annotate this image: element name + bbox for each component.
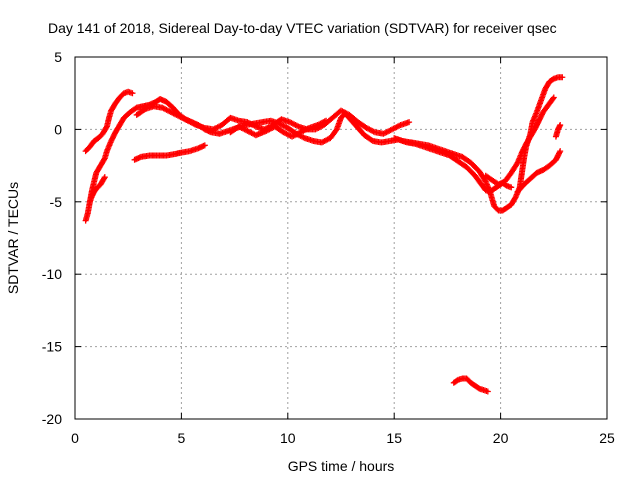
data-point bbox=[129, 90, 136, 97]
y-tick-label: 0 bbox=[54, 121, 62, 137]
series-arc2 bbox=[82, 95, 515, 224]
y-tick-label: -5 bbox=[50, 194, 63, 210]
x-tick-label: 5 bbox=[178, 430, 186, 446]
data-point bbox=[101, 156, 108, 163]
series-arc5 bbox=[133, 103, 413, 137]
data-point bbox=[508, 184, 515, 191]
data-points bbox=[82, 74, 566, 395]
data-point bbox=[557, 122, 564, 129]
x-tick-label: 10 bbox=[280, 430, 296, 446]
series-arc11 bbox=[450, 375, 491, 395]
series-arc10 bbox=[552, 122, 564, 140]
x-tick-label: 15 bbox=[386, 430, 402, 446]
data-point bbox=[511, 195, 518, 202]
y-tick-label: -15 bbox=[42, 339, 62, 355]
y-tick-label: -10 bbox=[42, 266, 62, 282]
series-arc3 bbox=[86, 174, 108, 205]
data-point bbox=[549, 95, 556, 102]
data-point bbox=[103, 124, 110, 131]
series-arc4 bbox=[131, 142, 208, 163]
series-arc7 bbox=[391, 74, 566, 214]
plot-frame bbox=[74, 56, 608, 420]
axis-ticks: 0 5 10 15 20 25 5 0 -5 -10 -15 -20 bbox=[42, 49, 615, 446]
data-point bbox=[101, 174, 108, 181]
data-point bbox=[557, 148, 564, 155]
data-point bbox=[323, 117, 330, 124]
x-tick-label: 0 bbox=[71, 430, 79, 446]
y-tick-label: 5 bbox=[54, 49, 62, 65]
series-arc9 bbox=[514, 148, 564, 195]
data-point bbox=[550, 94, 557, 101]
data-point bbox=[559, 74, 566, 81]
series-arc6 bbox=[227, 117, 330, 140]
x-axis-title: GPS time / hours bbox=[288, 458, 395, 474]
grid-lines bbox=[75, 57, 607, 419]
series-arc1 bbox=[82, 88, 136, 155]
y-axis-title: SDTVAR / TECUs bbox=[5, 182, 21, 294]
chart-title: Day 141 of 2018, Sidereal Day-to-day VTE… bbox=[48, 20, 557, 36]
data-point bbox=[484, 388, 491, 395]
y-tick-label: -20 bbox=[42, 411, 62, 427]
data-point bbox=[201, 142, 208, 149]
data-point bbox=[101, 175, 108, 182]
x-tick-label: 20 bbox=[493, 430, 509, 446]
x-tick-label: 25 bbox=[599, 430, 615, 446]
series-arc8 bbox=[482, 94, 557, 188]
data-point bbox=[406, 119, 413, 126]
